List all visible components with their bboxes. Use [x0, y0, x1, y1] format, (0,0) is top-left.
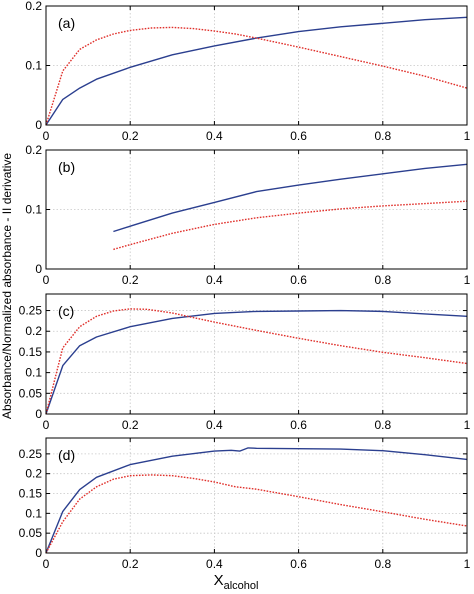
y-tick-label: 0.2 — [25, 467, 42, 481]
x-tick-label: 0.8 — [374, 273, 391, 287]
y-tick-label: 0 — [35, 407, 42, 421]
x-tick-label: 1 — [464, 273, 471, 287]
x-tick-label: 0.6 — [290, 557, 307, 571]
svg-text:Xalcohol: Xalcohol — [214, 572, 259, 592]
panel-4: 0 0.2 0.4 0.6 0.8 1 0 0.05 0.1 0.15 0.2 0.25 (d) — [19, 437, 471, 571]
x-tick-label: 0.2 — [122, 273, 139, 287]
x-tick-label: 0.4 — [206, 273, 223, 287]
y-tick-label: 0.1 — [25, 59, 42, 73]
x-tick-label: 0.2 — [122, 418, 139, 432]
x-tick-label: 1 — [464, 129, 471, 143]
y-tick-label: 0.1 — [25, 506, 42, 520]
panel-3: 0 0.2 0.4 0.6 0.8 1 0 0.05 0.1 0.15 0.2 0.25 (c) — [19, 293, 471, 432]
y-tick-label: 0.1 — [25, 366, 42, 380]
series-red-dotted-line — [45, 308, 468, 415]
y-tick-label: 0.2 — [25, 324, 42, 338]
x-tick-label: 0.6 — [290, 129, 307, 143]
x-tick-label: 0 — [43, 418, 50, 432]
x-tick-label: 0 — [43, 129, 50, 143]
series-red-dotted-line — [45, 474, 468, 554]
panel-label: (b) — [58, 159, 75, 175]
x-tick-label: 0.8 — [374, 557, 391, 571]
series-blue-line — [45, 447, 468, 554]
x-tick-label: 0.8 — [374, 418, 391, 432]
y-tick-label: 0.15 — [19, 487, 43, 501]
y-tick-label: 0 — [35, 118, 42, 132]
y-tick-label: 0.2 — [25, 143, 42, 157]
x-tick-label: 1 — [464, 557, 471, 571]
x-tick-label: 0.2 — [122, 557, 139, 571]
y-tick-label: 0.25 — [19, 304, 43, 318]
y-tick-label: 0 — [35, 546, 42, 560]
x-tick-label: 0.4 — [206, 129, 223, 143]
x-axis-label-main: X — [214, 572, 224, 589]
series-blue-line — [45, 16, 468, 126]
x-tick-label: 0.8 — [374, 129, 391, 143]
x-tick-label: 0.6 — [290, 273, 307, 287]
plot-frame — [45, 293, 468, 415]
y-tick-label: 0.2 — [25, 0, 42, 13]
y-tick-label: 0.05 — [19, 526, 43, 540]
x-tick-label: 0 — [43, 273, 50, 287]
y-tick-label: 0.15 — [19, 345, 43, 359]
plot-frame — [45, 437, 468, 554]
x-tick-label: 0 — [43, 557, 50, 571]
x-tick-label: 0.2 — [122, 129, 139, 143]
series-blue-line — [45, 309, 468, 415]
x-tick-label: 0.4 — [206, 557, 223, 571]
series-red-dotted-line — [113, 200, 468, 251]
x-axis-label: Xalcohol — [214, 572, 259, 592]
panel-1: 0 0.2 0.4 0.6 0.8 1 0 0.1 0.2 (a) — [25, 0, 470, 143]
panel-label: (d) — [58, 447, 75, 463]
y-tick-label: 0.1 — [25, 203, 42, 217]
y-tick-label: 0.25 — [19, 447, 43, 461]
panel-label: (c) — [58, 303, 74, 319]
y-tick-label: 0 — [35, 262, 42, 276]
x-tick-label: 0.6 — [290, 418, 307, 432]
series-blue-line — [113, 163, 468, 233]
x-axis-label-subscript: alcohol — [224, 580, 259, 592]
y-tick-label: 0.05 — [19, 386, 43, 400]
series-red-dotted-line — [45, 26, 468, 126]
panel-label: (a) — [58, 15, 75, 31]
panel-2: 0 0.2 0.4 0.6 0.8 1 0 0.1 0.2 (b) — [25, 143, 470, 287]
y-axis-label: Absorbance/Normalized absorbance - II de… — [0, 153, 14, 419]
x-tick-label: 0.4 — [206, 418, 223, 432]
x-tick-label: 1 — [464, 418, 471, 432]
